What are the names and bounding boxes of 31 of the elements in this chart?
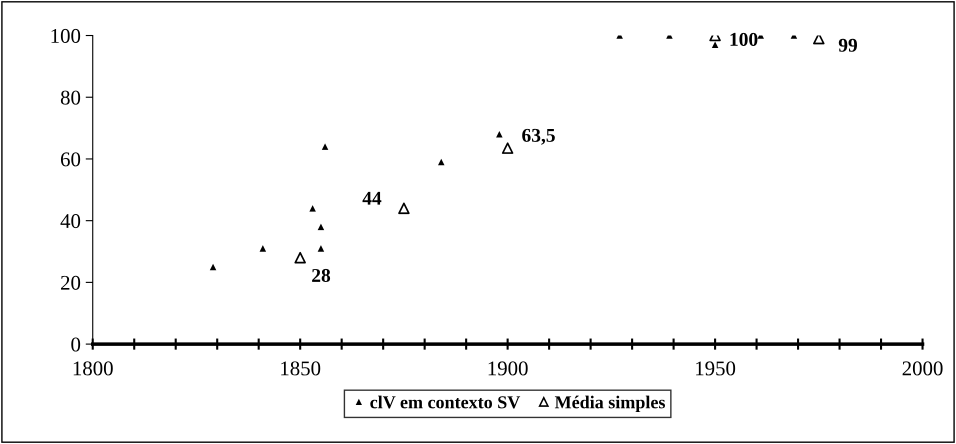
y-tick-label: 60: [60, 152, 80, 166]
y-tick-label: 0: [71, 337, 80, 352]
x-tick-label: 1850: [281, 361, 320, 376]
point: [260, 245, 266, 252]
point: [496, 131, 503, 138]
x-tick-label: 2000: [902, 361, 943, 376]
point: [322, 143, 328, 150]
data-label: 28: [312, 268, 330, 282]
point: [294, 252, 306, 264]
x-tick-label: 1900: [488, 361, 528, 376]
point: [712, 42, 718, 48]
x-tick-label: 1800: [74, 361, 113, 376]
point: [309, 205, 316, 212]
point: [318, 224, 324, 230]
y-tick-label: 40: [60, 214, 80, 228]
point: [438, 158, 445, 166]
point: [318, 245, 324, 252]
point: [210, 264, 216, 270]
data-label: 44: [362, 192, 382, 205]
y-tick-label: 80: [60, 90, 80, 105]
data-label: 99: [838, 38, 857, 52]
x-tick-label: 1950: [696, 361, 736, 376]
y-tick-label: 20: [61, 276, 80, 290]
legend-label: Média simples: [554, 396, 665, 412]
point: [813, 36, 825, 44]
y-tick-label: 100: [52, 28, 80, 43]
point: [502, 142, 514, 154]
data-label: 100: [730, 32, 758, 46]
data-label: 63,5: [522, 128, 555, 145]
point: [398, 202, 410, 214]
legend-label: clV em contexto SV: [370, 396, 520, 408]
